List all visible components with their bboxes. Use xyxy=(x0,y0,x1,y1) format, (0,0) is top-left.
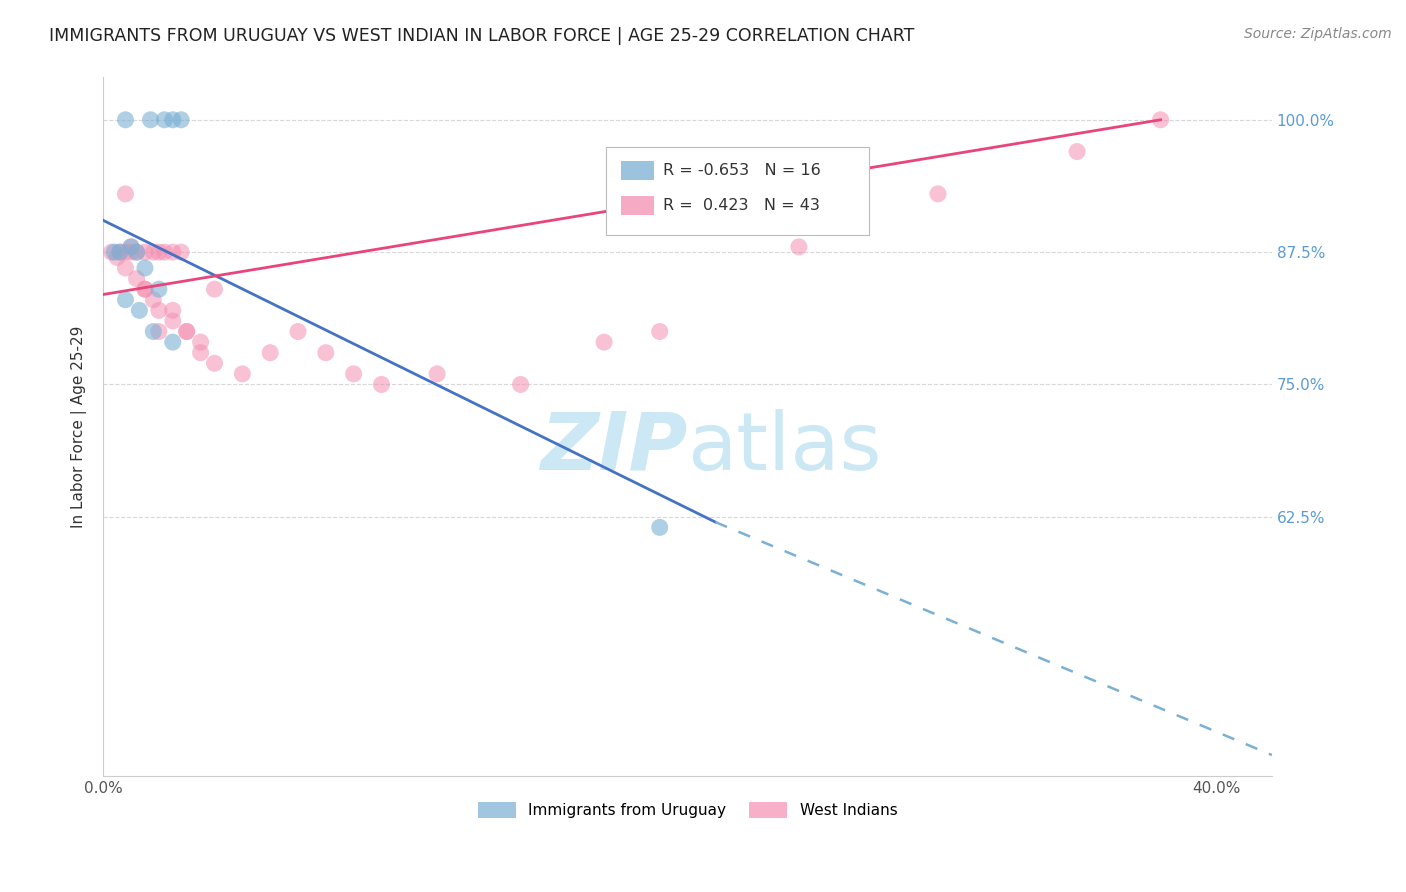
Text: Source: ZipAtlas.com: Source: ZipAtlas.com xyxy=(1244,27,1392,41)
Bar xyxy=(621,161,654,180)
Point xyxy=(153,245,176,260)
Text: R =  0.423   N = 43: R = 0.423 N = 43 xyxy=(664,198,820,213)
Point xyxy=(162,245,184,260)
Point xyxy=(1149,112,1171,127)
Text: IMMIGRANTS FROM URUGUAY VS WEST INDIAN IN LABOR FORCE | AGE 25-29 CORRELATION CH: IMMIGRANTS FROM URUGUAY VS WEST INDIAN I… xyxy=(49,27,914,45)
Point xyxy=(142,293,165,307)
Point xyxy=(108,245,131,260)
Point xyxy=(204,282,226,296)
Point xyxy=(927,186,949,201)
Point xyxy=(370,377,392,392)
Point xyxy=(120,240,142,254)
Point xyxy=(139,112,162,127)
Point xyxy=(134,260,156,275)
Point xyxy=(148,325,170,339)
Point xyxy=(231,367,253,381)
Point xyxy=(190,345,212,359)
Point xyxy=(114,260,136,275)
Text: ZIP: ZIP xyxy=(540,409,688,487)
Legend: Immigrants from Uruguay, West Indians: Immigrants from Uruguay, West Indians xyxy=(471,797,904,824)
Point xyxy=(315,345,337,359)
Point xyxy=(125,245,148,260)
FancyBboxPatch shape xyxy=(606,147,869,235)
Point xyxy=(259,345,281,359)
Point xyxy=(120,240,142,254)
Point xyxy=(103,245,125,260)
Bar xyxy=(621,195,654,215)
Point xyxy=(170,245,193,260)
Point xyxy=(162,314,184,328)
Point xyxy=(134,282,156,296)
Point xyxy=(142,245,165,260)
Point xyxy=(148,303,170,318)
Point xyxy=(509,377,531,392)
Point xyxy=(343,367,366,381)
Point xyxy=(128,303,150,318)
Point xyxy=(170,112,193,127)
Point xyxy=(120,245,142,260)
Point xyxy=(787,240,810,254)
Point xyxy=(176,325,198,339)
Point xyxy=(593,335,616,350)
Text: R = -0.653   N = 16: R = -0.653 N = 16 xyxy=(664,163,821,178)
Point xyxy=(114,245,136,260)
Point xyxy=(648,325,671,339)
Point xyxy=(204,356,226,370)
Point xyxy=(148,245,170,260)
Point xyxy=(162,303,184,318)
Point xyxy=(105,251,128,265)
Point xyxy=(114,293,136,307)
Point xyxy=(125,245,148,260)
Point xyxy=(648,520,671,534)
Point xyxy=(108,245,131,260)
Point xyxy=(134,245,156,260)
Point xyxy=(114,186,136,201)
Point xyxy=(162,112,184,127)
Point xyxy=(190,335,212,350)
Point xyxy=(114,112,136,127)
Point xyxy=(100,245,122,260)
Point xyxy=(134,282,156,296)
Point xyxy=(287,325,309,339)
Point xyxy=(125,271,148,285)
Point xyxy=(1066,145,1088,159)
Point xyxy=(148,282,170,296)
Point xyxy=(162,335,184,350)
Point xyxy=(426,367,449,381)
Text: atlas: atlas xyxy=(688,409,882,487)
Point xyxy=(176,325,198,339)
Y-axis label: In Labor Force | Age 25-29: In Labor Force | Age 25-29 xyxy=(72,326,87,528)
Point xyxy=(153,112,176,127)
Point xyxy=(142,325,165,339)
